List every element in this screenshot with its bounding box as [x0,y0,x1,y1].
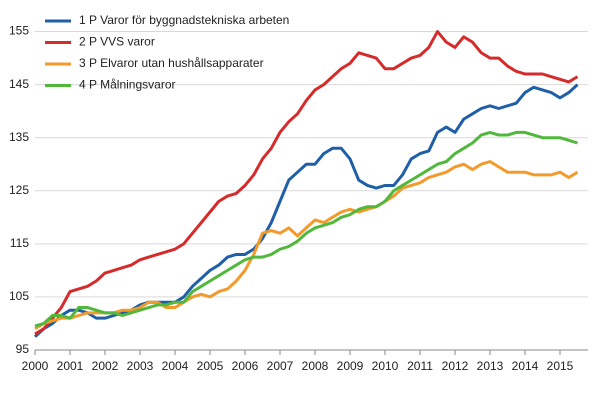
x-tick-label: 2014 [512,359,539,373]
series-line [33,83,579,338]
y-tick-label: 135 [9,130,29,144]
x-tick-label: 2011 [407,359,433,373]
x-tick-label: 2013 [477,359,504,373]
x-tick-label: 2006 [232,359,259,373]
x-tick-label: 2000 [22,359,49,373]
series-line [34,30,579,336]
x-tick-label: 2012 [442,359,469,373]
x-tick-label: 2015 [547,359,574,373]
series-line [34,130,578,328]
x-tick-label: 2007 [267,359,294,373]
series-line [34,160,579,331]
legend-label: 2 P VVS varor [79,35,155,49]
y-tick-label: 95 [16,342,30,356]
x-tick-label: 2005 [197,359,224,373]
x-tick-label: 2009 [337,359,364,373]
x-tick-label: 2008 [302,359,329,373]
x-tick-label: 2001 [57,359,84,373]
y-tick-label: 125 [9,183,29,197]
x-tick-label: 2004 [162,359,189,373]
legend-label: 1 P Varor för byggnadstekniska arbeten [79,13,289,27]
legend-label: 3 P Elvaror utan hushållsapparater [79,56,264,70]
legend-label: 4 P Målningsvaror [79,78,176,92]
y-tick-label: 145 [9,77,29,91]
y-tick-label: 155 [9,24,29,38]
x-tick-label: 2002 [92,359,119,373]
y-tick-label: 105 [9,289,29,303]
x-tick-label: 2010 [372,359,399,373]
x-tick-label: 2003 [127,359,154,373]
y-tick-label: 115 [10,236,29,250]
